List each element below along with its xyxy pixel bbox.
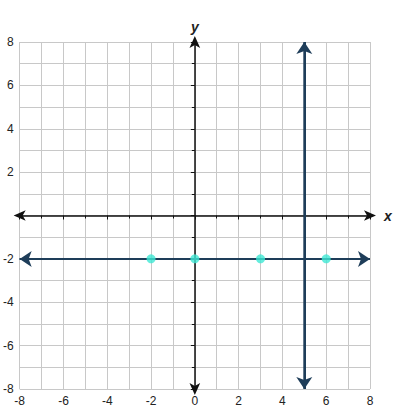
svg-text:0: 0 xyxy=(191,394,198,408)
svg-text:6: 6 xyxy=(323,394,330,408)
svg-text:-4: -4 xyxy=(3,295,14,309)
svg-text:y: y xyxy=(190,19,200,35)
svg-text:8: 8 xyxy=(367,394,374,408)
svg-text:-4: -4 xyxy=(102,394,113,408)
svg-text:-2: -2 xyxy=(146,394,157,408)
svg-text:2: 2 xyxy=(235,394,242,408)
svg-text:-6: -6 xyxy=(58,394,69,408)
svg-text:-2: -2 xyxy=(3,252,14,266)
svg-text:-8: -8 xyxy=(14,394,25,408)
svg-text:6: 6 xyxy=(7,78,14,92)
svg-text:-8: -8 xyxy=(3,382,14,396)
svg-text:4: 4 xyxy=(7,122,14,136)
svg-text:8: 8 xyxy=(7,35,14,49)
svg-text:4: 4 xyxy=(279,394,286,408)
svg-text:2: 2 xyxy=(7,165,14,179)
svg-text:x: x xyxy=(383,208,393,224)
svg-text:-6: -6 xyxy=(3,339,14,353)
